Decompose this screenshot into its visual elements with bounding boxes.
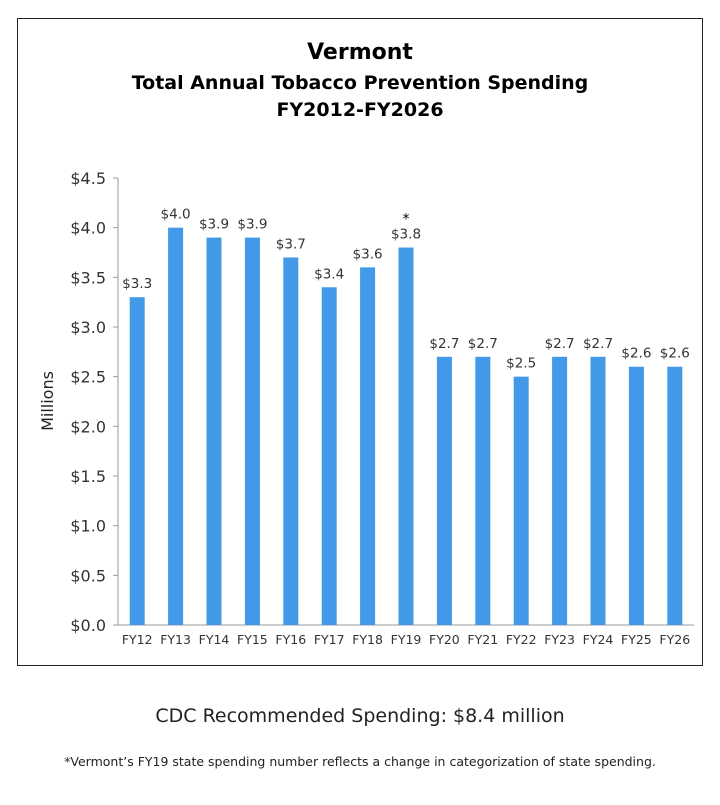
- bar-fy22: [513, 376, 529, 625]
- data-label: $2.6: [621, 346, 651, 362]
- data-label: $3.3: [122, 276, 152, 292]
- x-tick-label: FY14: [199, 632, 230, 647]
- y-tick-label: $2.0: [70, 417, 106, 436]
- data-label: $3.8: [391, 227, 421, 243]
- bar-fy24: [590, 356, 606, 625]
- y-tick-label: $0.5: [70, 566, 106, 585]
- x-tick-label: FY18: [352, 632, 383, 647]
- y-tick-label: $1.5: [70, 467, 106, 486]
- x-tick-label: FY15: [237, 632, 268, 647]
- x-tick-label: FY20: [429, 632, 460, 647]
- bar-fy23: [552, 356, 568, 625]
- x-tick-label: FY13: [160, 632, 191, 647]
- y-tick-label: $2.5: [70, 368, 106, 387]
- y-tick-label: $3.0: [70, 318, 106, 337]
- x-tick-label: FY17: [314, 632, 345, 647]
- x-tick-label: FY26: [659, 632, 690, 647]
- chart-title: Vermont: [307, 40, 413, 65]
- bar-fy19: [398, 247, 414, 626]
- bar-fy21: [475, 356, 491, 625]
- y-tick-label: $0.0: [70, 616, 106, 635]
- data-label: $2.7: [468, 336, 498, 352]
- data-label: $3.6: [353, 246, 383, 262]
- bar-fy25: [628, 366, 644, 625]
- x-tick-label: FY25: [621, 632, 652, 647]
- data-label: $3.7: [276, 236, 306, 252]
- chart-frame: [17, 18, 703, 666]
- x-tick-label: FY22: [506, 632, 537, 647]
- data-label: $3.9: [237, 217, 267, 233]
- bar-fy26: [667, 366, 683, 625]
- bar-fy14: [206, 237, 222, 625]
- bar-fy18: [360, 267, 376, 625]
- bar-fy20: [436, 356, 452, 625]
- chart-subtitle-2: FY2012-FY2026: [276, 99, 444, 121]
- data-label: $2.7: [429, 336, 459, 352]
- x-tick-label: FY23: [544, 632, 575, 647]
- bar-fy17: [321, 287, 337, 625]
- y-tick-label: $4.0: [70, 219, 106, 238]
- y-tick-label: $4.5: [70, 169, 106, 188]
- bar-fy16: [283, 257, 299, 625]
- bar-fy13: [168, 227, 184, 625]
- data-label: $2.6: [660, 346, 690, 362]
- data-label: $2.7: [545, 336, 575, 352]
- x-tick-label: FY12: [122, 632, 153, 647]
- y-tick-label: $1.0: [70, 517, 106, 536]
- data-label: $3.4: [314, 266, 344, 282]
- y-tick-label: $3.5: [70, 268, 106, 287]
- x-tick-label: FY21: [467, 632, 498, 647]
- x-tick-label: FY24: [583, 632, 614, 647]
- y-axis-label: Millions: [38, 371, 57, 431]
- data-label: $2.7: [583, 336, 613, 352]
- data-label: $3.9: [199, 217, 229, 233]
- footnote: *Vermont’s FY19 state spending number re…: [64, 754, 656, 769]
- x-tick-label: FY19: [391, 632, 422, 647]
- annotation-asterisk: *: [403, 212, 410, 228]
- bar-chart: $0.0 $0.5 $1.0 $1.5 $2.0 $2.5 $3.0 $3.5 $4.0 $4.5…: [38, 169, 694, 647]
- data-label: $4.0: [161, 207, 191, 223]
- data-label: $2.5: [506, 356, 536, 372]
- chart-subtitle-1: Total Annual Tobacco Prevention Spending: [131, 72, 589, 94]
- bar-fy12: [129, 297, 145, 625]
- bar-fy15: [244, 237, 260, 625]
- cdc-recommended-spending: CDC Recommended Spending: $8.4 million: [155, 705, 565, 727]
- x-tick-label: FY16: [275, 632, 306, 647]
